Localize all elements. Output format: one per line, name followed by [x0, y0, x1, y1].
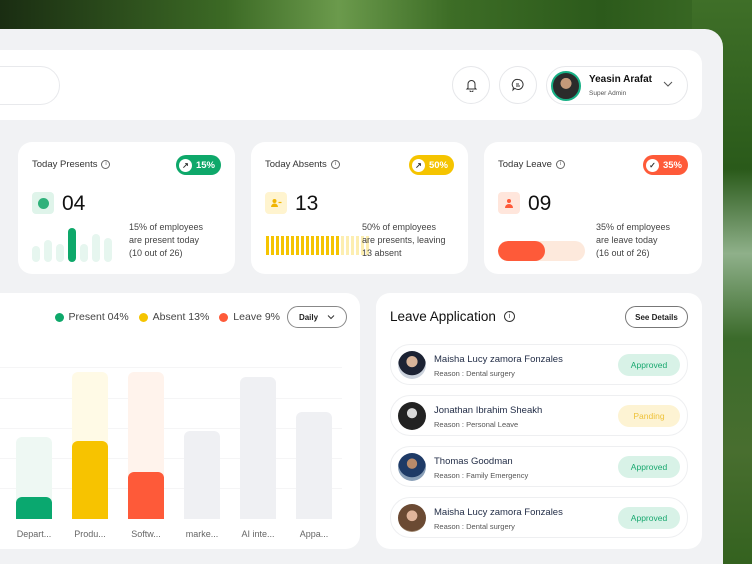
status-badge: Approved	[618, 456, 680, 478]
info-icon[interactable]: i	[503, 311, 515, 322]
see-details-button[interactable]: See Details	[625, 306, 688, 328]
section-title: Leave Application	[390, 309, 496, 324]
leave-reason: Reason : Dental surgery	[434, 369, 515, 378]
stat-title: Today Absents	[265, 159, 327, 170]
applicant-name: Jonathan Ibrahim Sheakh	[434, 405, 543, 416]
bell-icon	[465, 80, 477, 92]
notification-button[interactable]	[452, 66, 490, 104]
mini-bar-chart	[32, 226, 112, 262]
applicant-name: Maisha Lucy zamora Fonzales	[434, 354, 563, 365]
trend-badge: ↗ 15%	[175, 155, 221, 175]
chat-button[interactable]	[499, 66, 537, 104]
bar-software[interactable]	[128, 372, 164, 519]
leave-reason: Reason : Family Emergency	[434, 471, 529, 480]
stat-description: 50% of employees are presents, leaving 13 …	[362, 222, 446, 258]
avatar	[398, 504, 426, 532]
leave-reason: Reason : Personal Leave	[434, 420, 519, 429]
badge-value: 35%	[662, 159, 682, 171]
stat-card-absents: Today Absents i ↗ 50% 13 50% of employees a…	[251, 142, 468, 274]
stat-title: Today Presents	[32, 159, 98, 170]
stat-card-presents: Today Presents i ↗ 15% 04 15% of employees…	[18, 142, 235, 274]
avatar	[551, 71, 581, 101]
chevron-down-icon	[327, 315, 335, 320]
attendance-chart-card: Present 04% Absent 13% Leave 9% Daily De…	[0, 293, 360, 549]
leave-item[interactable]: Thomas Goodman Reason : Family Emergency…	[390, 446, 688, 487]
leave-item[interactable]: Maisha Lucy zamora Fonzales Reason : Den…	[390, 497, 688, 538]
user-icon	[498, 192, 520, 214]
period-dropdown[interactable]: Daily	[287, 306, 347, 328]
badge-value: 50%	[428, 159, 448, 171]
leave-item[interactable]: Maisha Lucy zamora Fonzales Reason : Den…	[390, 344, 688, 385]
avatar	[398, 351, 426, 379]
applicant-name: Thomas Goodman	[434, 456, 513, 467]
status-badge: Panding	[618, 405, 680, 427]
leave-progress-bar	[498, 241, 585, 261]
leave-reason: Reason : Dental surgery	[434, 522, 515, 531]
x-label: marke...	[185, 529, 219, 539]
stat-value: 04	[62, 192, 86, 215]
leave-item[interactable]: Jonathan Ibrahim Sheakh Reason : Persona…	[390, 395, 688, 436]
status-badge: Approved	[618, 507, 680, 529]
info-icon[interactable]: i	[101, 160, 111, 169]
chevron-down-icon	[663, 81, 673, 87]
x-label: Appa...	[299, 529, 329, 539]
x-label: Depart...	[16, 529, 52, 539]
fingerprint-icon	[32, 192, 54, 214]
search-input[interactable]	[0, 66, 60, 105]
user-role: Super Admin	[589, 90, 627, 97]
bar-apparel[interactable]	[296, 412, 332, 519]
period-value: Daily	[298, 312, 319, 322]
user-name: Yeasin Arafat	[589, 74, 652, 85]
bar-ai[interactable]	[240, 377, 276, 519]
bar-product[interactable]	[72, 372, 108, 519]
leave-application-card: Leave Application i See Details Maisha Lu…	[376, 293, 702, 549]
stat-card-leave: Today Leave i ✓ 35% 09 35% of employees are…	[484, 142, 702, 274]
check-icon: ✓	[645, 158, 659, 172]
applicant-name: Maisha Lucy zamora Fonzales	[434, 507, 563, 518]
x-label: Produ...	[74, 529, 106, 539]
user-minus-icon	[265, 192, 287, 214]
info-icon[interactable]: i	[555, 160, 565, 169]
badge-value: 15%	[195, 159, 215, 171]
chat-icon	[511, 78, 524, 92]
avatar	[398, 453, 426, 481]
stat-value: 09	[528, 192, 552, 215]
user-profile-menu[interactable]: Yeasin Arafat Super Admin	[546, 66, 688, 105]
x-label: AI inte...	[241, 529, 275, 539]
avatar	[398, 402, 426, 430]
arrow-up-right-icon: ↗	[411, 158, 425, 172]
stripe-progress	[266, 236, 369, 255]
x-label: Softw...	[131, 529, 161, 539]
chart-legend: Present 04% Absent 13% Leave 9%	[54, 311, 280, 323]
status-badge: Approved	[618, 354, 680, 376]
stat-value: 13	[295, 192, 319, 215]
arrow-up-right-icon: ↗	[178, 158, 192, 172]
stat-description: 15% of employees are present today (10 out…	[129, 222, 204, 258]
bar-marketing[interactable]	[184, 431, 220, 519]
stat-title: Today Leave	[498, 159, 552, 170]
trend-badge: ↗ 50%	[408, 155, 454, 175]
trend-badge: ✓ 35%	[642, 155, 688, 175]
stat-description: 35% of employees are leave today (16 out o…	[596, 222, 671, 258]
info-icon[interactable]: i	[330, 160, 340, 169]
bar-department[interactable]	[16, 437, 52, 519]
